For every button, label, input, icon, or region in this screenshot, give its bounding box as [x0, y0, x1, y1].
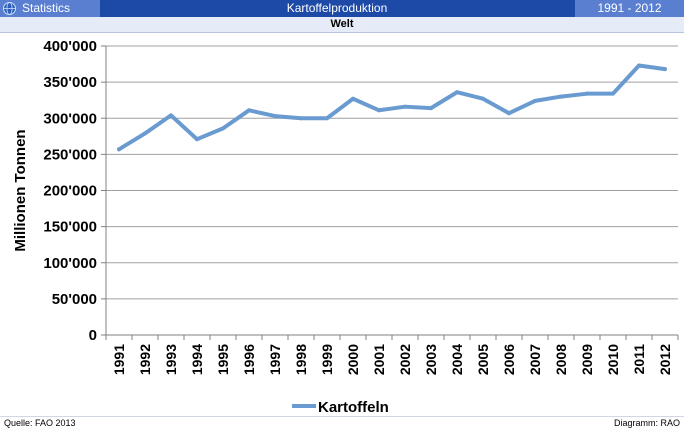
x-tick-label: 2005 — [475, 344, 491, 375]
data-point — [611, 91, 615, 96]
x-tick-label: 2010 — [605, 344, 621, 375]
data-point — [637, 63, 641, 68]
x-tick-label: 1992 — [137, 344, 153, 375]
data-point — [481, 96, 485, 101]
y-tick-label: 200'000 — [43, 183, 97, 200]
data-point — [195, 137, 199, 142]
globe-icon — [3, 2, 16, 15]
x-tick-label: 2008 — [553, 344, 569, 375]
x-tick-label: 2003 — [423, 344, 439, 375]
y-tick-label: 150'000 — [43, 219, 97, 236]
year-range: 1991 - 2012 — [575, 0, 684, 17]
legend: Kartoffeln — [292, 399, 389, 416]
x-tick-label: 2000 — [345, 344, 361, 375]
y-tick-label: 300'000 — [43, 110, 97, 127]
x-tick-label: 2011 — [631, 344, 647, 375]
data-point — [299, 116, 303, 121]
app-label: Statistics — [22, 1, 71, 15]
x-tick-labels: 1991 1992 1993 1994 1995 1996 1997 1998 1999 2000… — [111, 344, 673, 375]
x-tick-label: 1994 — [189, 344, 205, 375]
source-note: Quelle: FAO 2013 — [4, 418, 76, 428]
x-tick-label: 1995 — [215, 344, 231, 375]
diagram-credit: Diagramm: RAO — [613, 418, 680, 428]
data-point — [585, 91, 589, 96]
data-points — [117, 63, 667, 152]
series-line-kartoffeln — [117, 63, 667, 152]
region-label: Welt — [0, 17, 684, 33]
y-tick-label: 350'000 — [43, 74, 97, 91]
data-point — [325, 116, 329, 121]
y-tick-label: 0 — [89, 327, 97, 344]
y-tick-label: 400'000 — [43, 38, 97, 55]
data-point — [507, 111, 511, 116]
data-point — [377, 108, 381, 113]
data-point — [169, 113, 173, 118]
data-point — [559, 94, 563, 99]
line-chart: 0 50'000 100'000 150'000 200'000 250'000 300'0… — [12, 38, 679, 416]
x-tick-label: 2004 — [449, 344, 465, 375]
data-point — [403, 104, 407, 109]
x-tick-label: 2002 — [397, 344, 413, 375]
data-point — [351, 96, 355, 101]
x-tick-label: 1997 — [267, 344, 283, 375]
x-tick-label: 1998 — [293, 344, 309, 375]
data-point — [221, 126, 225, 131]
data-point — [533, 98, 537, 103]
data-point — [455, 90, 459, 95]
data-point — [143, 131, 147, 136]
y-tick-labels: 0 50'000 100'000 150'000 200'000 250'000 300'0… — [43, 38, 97, 344]
x-tick-label: 2012 — [657, 344, 673, 375]
x-tick-label: 2001 — [371, 344, 387, 375]
legend-label: Kartoffeln — [318, 399, 389, 416]
data-point — [429, 106, 433, 111]
x-tick-label: 1993 — [163, 344, 179, 375]
x-tick-label: 1996 — [241, 344, 257, 375]
x-tick-label: 1991 — [111, 344, 127, 375]
footer-divider — [0, 416, 684, 417]
header-bar: Statistics Kartoffelproduktion 1991 - 20… — [0, 0, 684, 17]
x-tick-label: 2007 — [527, 344, 543, 375]
y-tick-label: 50'000 — [52, 291, 97, 308]
x-tick-label: 2006 — [501, 344, 517, 375]
data-point — [663, 67, 667, 72]
y-tick-label: 250'000 — [43, 146, 97, 163]
gridlines — [101, 45, 679, 340]
x-tick-label: 1999 — [319, 344, 335, 375]
x-tick-label: 2009 — [579, 344, 595, 375]
data-point — [247, 108, 251, 113]
app-badge: Statistics — [0, 0, 100, 17]
y-tick-label: 100'000 — [43, 255, 97, 272]
data-point — [273, 114, 277, 119]
chart-title: Kartoffelproduktion — [286, 1, 388, 15]
y-axis-label: Millionen Tonnen — [12, 129, 29, 251]
data-point — [117, 147, 121, 152]
